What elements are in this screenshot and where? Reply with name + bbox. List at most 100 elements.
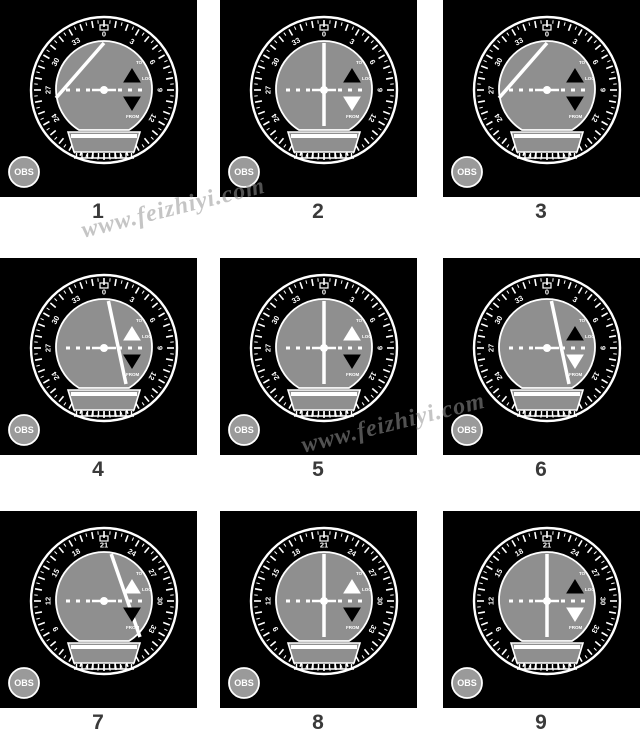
scale-label: 12 [487,597,496,605]
deviation-dot [519,89,523,92]
deviation-dot [571,89,575,92]
loc-label: LOC [362,76,372,81]
from-label: FROM [569,114,582,119]
scale-label: 0 [102,288,106,297]
deviation-dot [338,600,342,603]
to-label: TO [356,60,363,65]
deviation-dot [509,89,513,92]
obs-knob[interactable]: OBS [9,668,39,698]
vor-indicator-9: 21242730330369121518TOLOCFROMOBS [443,511,640,708]
obs-knob[interactable]: OBS [9,415,39,445]
deviation-dot [86,600,90,603]
vor-indicator-8: 21242730330369121518TOLOCFROMOBS [220,511,417,708]
obs-knob[interactable]: OBS [229,415,259,445]
deviation-dot [138,347,142,350]
deviation-dot [286,347,290,350]
obs-knob[interactable]: OBS [452,668,482,698]
deviation-dot [66,600,70,603]
from-label: FROM [126,114,139,119]
panel-number-5: 5 [288,458,348,482]
to-label: TO [136,60,143,65]
scale-label: 27 [44,344,53,352]
scale-label: 9 [156,346,165,350]
to-label: TO [579,60,586,65]
scale-label: 27 [487,86,496,94]
deviation-dot [571,600,575,603]
deviation-dot [581,347,585,350]
obs-knob[interactable]: OBS [229,668,259,698]
panel-number-7: 7 [68,711,128,735]
from-label: FROM [346,372,359,377]
deviation-dot [519,600,523,603]
loc-label: LOC [362,587,372,592]
glideslope-bar [71,645,137,649]
obs-knob[interactable]: OBS [9,157,39,187]
scale-label: 27 [44,86,53,94]
loc-label: LOC [585,76,595,81]
obs-label: OBS [234,678,254,688]
deviation-dot [338,347,342,350]
vor-indicator-3: 03691215182124273033TOLOCFROMOBS [443,0,640,197]
deviation-dot [358,347,362,350]
deviation-dot [76,89,80,92]
deviation-dot [571,347,575,350]
deviation-dot [348,89,352,92]
nav-indicator-panel-9: 21242730330369121518TOLOCFROMOBS [443,511,640,708]
from-label: FROM [569,372,582,377]
from-label: FROM [569,625,582,630]
obs-label: OBS [14,425,34,435]
scale-label: 0 [545,288,549,297]
obs-knob[interactable]: OBS [452,157,482,187]
scale-label: 0 [545,30,549,39]
loc-label: LOC [585,334,595,339]
vor-indicator-1: 03691215182124273033TOLOCFROMOBS [0,0,197,197]
deviation-dot [529,89,533,92]
nav-indicator-panel-3: 03691215182124273033TOLOCFROMOBS [443,0,640,197]
deviation-dot [529,600,533,603]
obs-label: OBS [14,678,34,688]
scale-label: 21 [320,541,328,550]
vor-indicator-2: 03691215182124273033TOLOCFROMOBS [220,0,417,197]
scale-label: 0 [322,288,326,297]
panel-number-6: 6 [511,458,571,482]
loc-label: LOC [142,334,152,339]
deviation-dot [358,600,362,603]
nav-indicator-panel-1: 03691215182124273033TOLOCFROMOBS [0,0,197,197]
scale-label: 30 [376,597,385,605]
nav-indicator-panel-8: 21242730330369121518TOLOCFROMOBS [220,511,417,708]
glideslope-bar [291,134,357,138]
deviation-dot [561,89,565,92]
to-label: TO [136,318,143,323]
to-label: TO [356,318,363,323]
deviation-dot [86,89,90,92]
deviation-dot [118,89,122,92]
obs-label: OBS [457,167,477,177]
loc-label: LOC [142,76,152,81]
panel-number-2: 2 [288,200,348,224]
deviation-dot [509,600,513,603]
deviation-dot [306,89,310,92]
glideslope-bar [514,134,580,138]
scale-label: 12 [44,597,53,605]
deviation-dot [306,600,310,603]
scale-label: 12 [264,597,273,605]
deviation-dot [138,600,142,603]
deviation-dot [529,347,533,350]
deviation-dot [86,347,90,350]
deviation-dot [581,89,585,92]
scale-label: 9 [599,88,608,92]
nav-indicator-panel-6: 03691215182124273033TOLOCFROMOBS [443,258,640,455]
panel-number-4: 4 [68,458,128,482]
deviation-dot [358,89,362,92]
obs-label: OBS [457,678,477,688]
from-label: FROM [346,114,359,119]
deviation-dot [509,347,513,350]
obs-label: OBS [457,425,477,435]
obs-label: OBS [234,425,254,435]
deviation-dot [76,600,80,603]
from-label: FROM [346,625,359,630]
scale-label: 27 [264,86,273,94]
deviation-dot [128,89,132,92]
deviation-dot [296,600,300,603]
